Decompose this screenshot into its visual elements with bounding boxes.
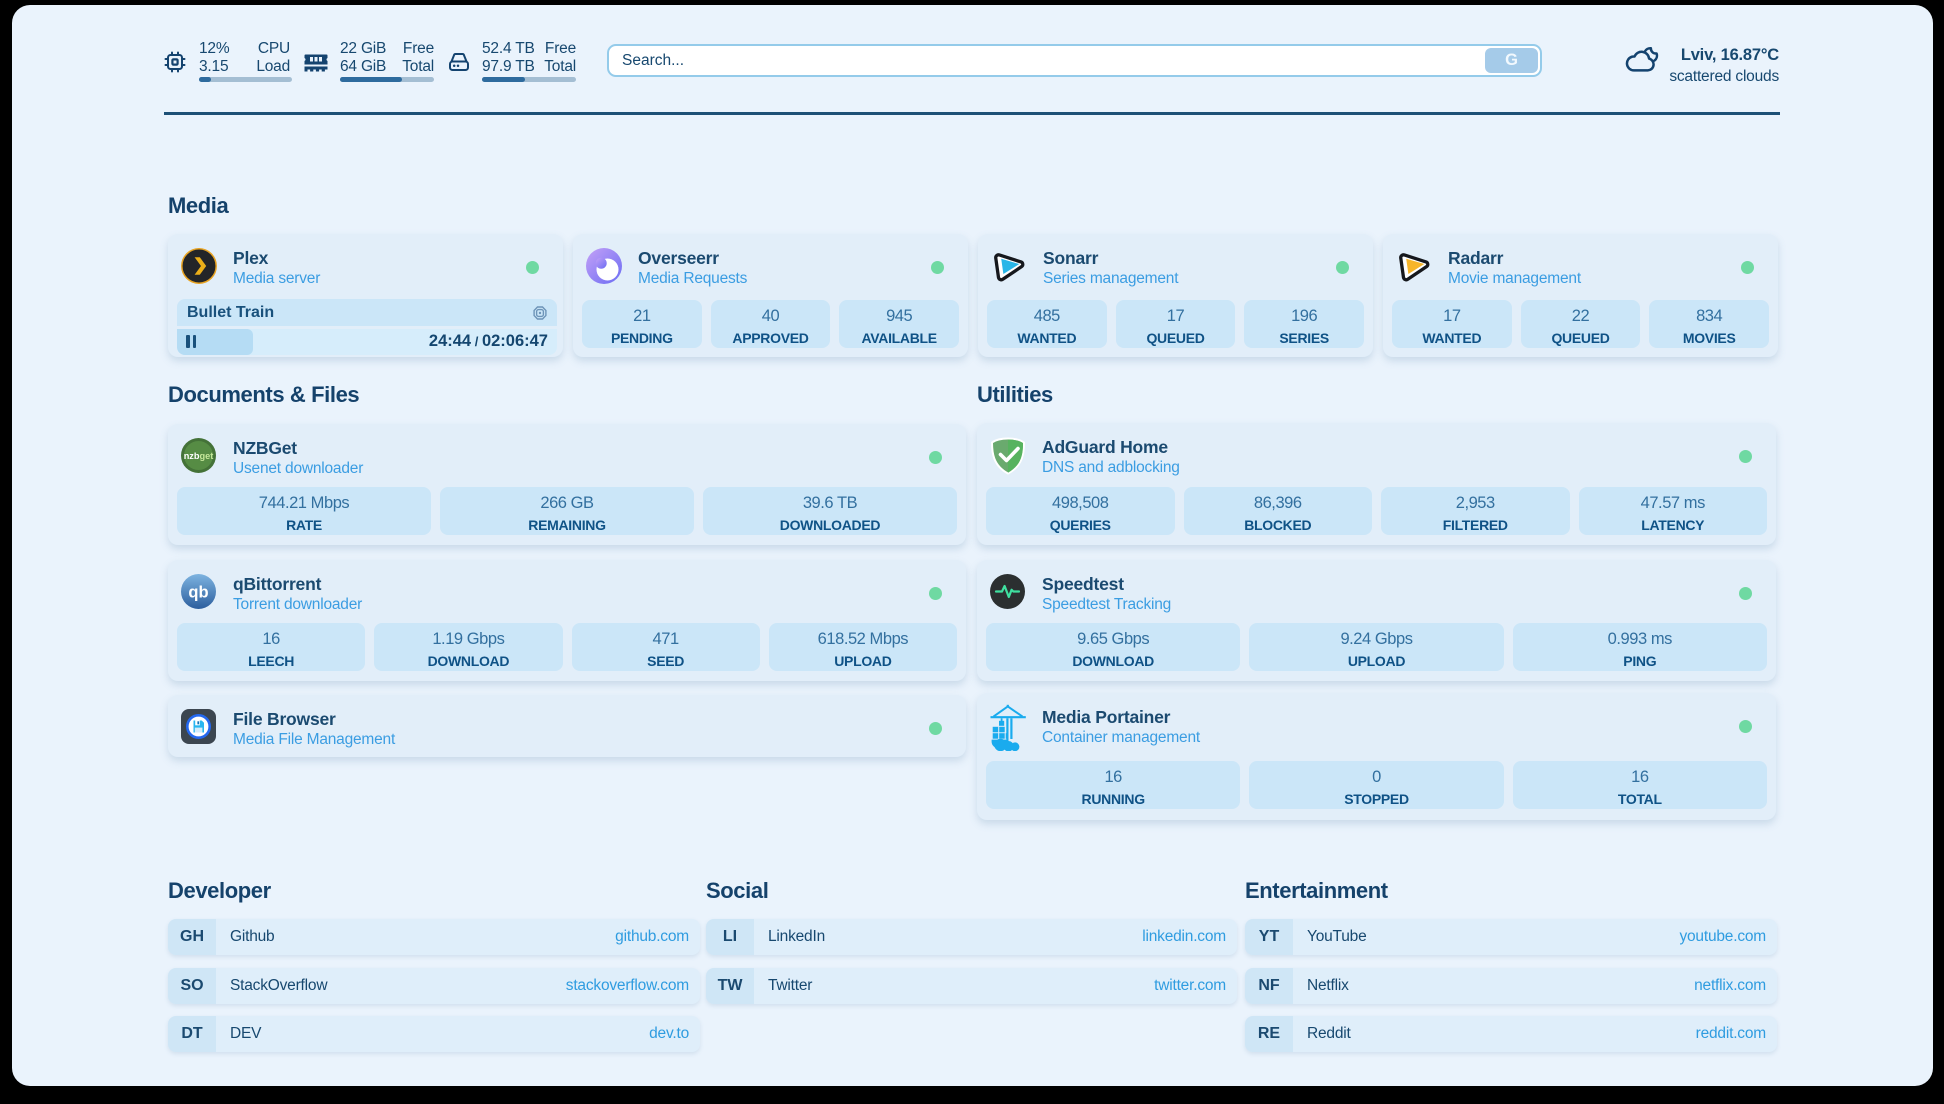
svg-text:qb: qb — [188, 584, 208, 602]
svg-text:nzbget: nzbget — [184, 451, 214, 461]
